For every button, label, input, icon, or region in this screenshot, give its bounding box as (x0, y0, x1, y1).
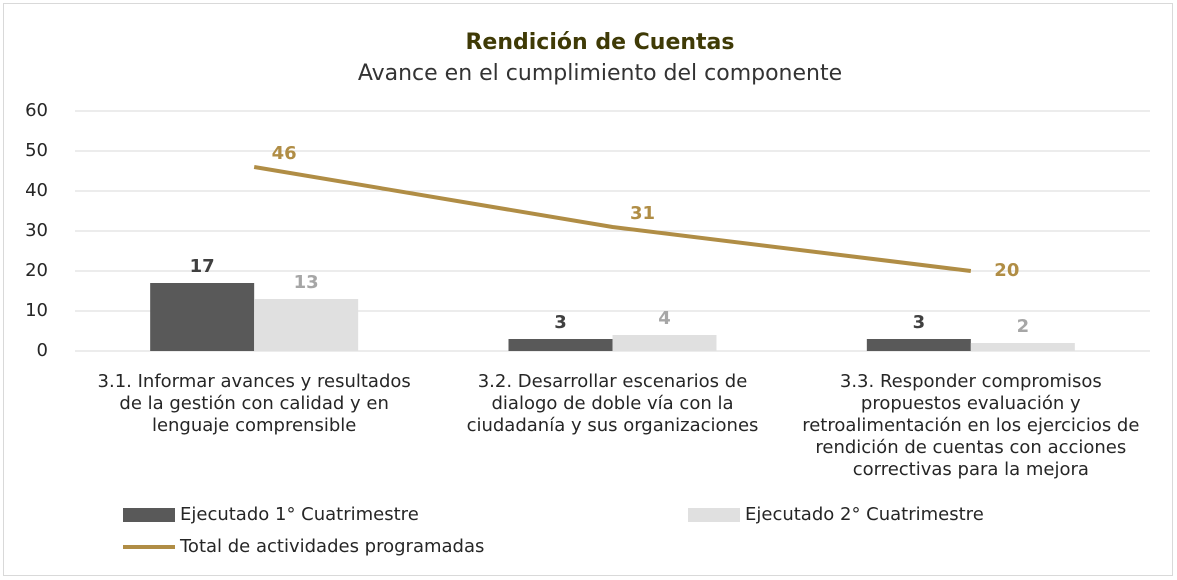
y-tick-label: 0 (37, 340, 48, 361)
legend-label: Ejecutado 2° Cuatrimestre (745, 504, 984, 525)
bar (254, 299, 359, 351)
data-label: 4 (658, 308, 671, 329)
x-tick-label: 3.3. Responder compromisos propuestos ev… (802, 371, 1140, 480)
y-tick-label: 50 (25, 140, 48, 161)
data-label: 31 (630, 203, 655, 224)
chart-subtitle: Avance en el cumplimiento del componente (358, 61, 842, 86)
line-series (253, 165, 972, 273)
x-tick-label: 3.1. Informar avances y resultados de la… (97, 371, 411, 436)
legend-swatch (688, 508, 740, 522)
legend-swatch (123, 508, 175, 522)
bar (970, 343, 1075, 351)
data-label: 20 (994, 260, 1019, 281)
chart-title: Rendición de Cuentas (465, 30, 734, 55)
y-tick-label: 10 (25, 300, 48, 321)
x-tick-label: 3.2. Desarrollar escenarios de dialogo d… (466, 371, 759, 436)
data-label: 13 (294, 272, 319, 293)
bar (612, 335, 717, 351)
bar (866, 339, 971, 351)
data-label: 2 (1017, 316, 1030, 337)
y-tick-label: 30 (25, 220, 48, 241)
y-tick-label: 20 (25, 260, 48, 281)
legend-label: Ejecutado 1° Cuatrimestre (180, 504, 419, 525)
y-tick-label: 40 (25, 180, 48, 201)
bar (150, 283, 255, 351)
data-label: 3 (554, 312, 567, 333)
data-label: 46 (272, 143, 297, 164)
data-label: 17 (190, 256, 215, 277)
y-tick-label: 60 (25, 100, 48, 121)
data-label: 3 (913, 312, 926, 333)
bar (508, 339, 613, 351)
legend-label: Total de actividades programadas (179, 536, 484, 557)
